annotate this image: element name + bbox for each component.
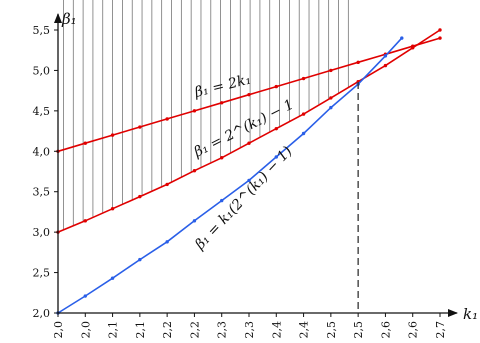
series-2-point xyxy=(411,46,415,50)
series-1-point xyxy=(83,141,87,145)
x-tick-label: 2,6 xyxy=(407,321,420,339)
series-1-point xyxy=(247,92,251,97)
x-tick-label: 2,2 xyxy=(188,321,201,339)
series-1-point xyxy=(438,36,442,40)
x-tick-label: 2,6 xyxy=(379,321,392,339)
x-tick-label: 2,1 xyxy=(134,321,147,339)
series-3-point xyxy=(329,105,333,110)
series-1-point xyxy=(110,133,115,137)
series-2-point xyxy=(83,219,87,223)
series-3-point xyxy=(192,219,197,223)
y-axis-title: β₁ xyxy=(61,10,77,28)
x-tick-label: 2,2 xyxy=(161,321,174,339)
series-2-point xyxy=(165,182,169,187)
y-ticks: 2,0 2,5 3,0 3,5 4,0 4,5 5,0 5,5 xyxy=(33,24,58,320)
series-1-point xyxy=(274,84,278,89)
x-tick-label: 2,5 xyxy=(352,321,365,339)
series-2-point xyxy=(329,96,333,100)
y-tick-label: 5,5 xyxy=(33,24,51,37)
series-2-point xyxy=(438,28,442,32)
series-1-point xyxy=(138,125,142,129)
series-1-point xyxy=(329,68,333,73)
x-tick-label: 2,7 xyxy=(434,321,447,339)
series-3-point xyxy=(165,240,169,244)
series-3-point xyxy=(110,276,115,280)
x-tick-label: 2,3 xyxy=(216,321,229,339)
series-2-point xyxy=(110,206,115,211)
x-tick-label: 2,0 xyxy=(79,321,92,339)
x-tick-label: 2,0 xyxy=(52,321,65,339)
series-3-point xyxy=(274,155,278,159)
series-1-point xyxy=(165,117,169,121)
series-1-point xyxy=(301,76,306,81)
series-2-point xyxy=(220,156,224,160)
series-layer xyxy=(56,28,442,315)
series-3-point xyxy=(301,131,306,136)
series-3-line xyxy=(57,37,403,314)
label-curve-product: β₁ = k₁(2^(k₁) − 1) xyxy=(192,143,296,253)
hatched-region xyxy=(63,0,349,230)
y-tick-label: 2,5 xyxy=(33,267,51,280)
x-tick-label: 2,4 xyxy=(270,321,283,339)
series-3-point xyxy=(247,178,251,183)
series-2-point xyxy=(138,194,142,199)
x-tick-label: 2,5 xyxy=(325,321,338,339)
series-3-point xyxy=(138,257,142,262)
x-tick-label: 2,4 xyxy=(298,321,311,339)
series-1-point xyxy=(192,109,197,113)
x-ticks: 2,0 2,0 2,1 2,1 2,2 2,2 2,3 2,3 2,4 2,4 2,5 2,5 2,6 2… xyxy=(52,313,447,339)
series-3-point xyxy=(400,36,404,40)
x-axis-title: k₁ xyxy=(463,305,478,323)
series-2-point xyxy=(274,126,278,131)
series-1-point xyxy=(220,101,224,105)
series-2-point xyxy=(247,141,251,145)
y-tick-label: 4,0 xyxy=(33,145,51,158)
series-2-point xyxy=(301,112,306,116)
series-3-point xyxy=(83,294,87,298)
y-tick-label: 3,5 xyxy=(33,186,51,199)
y-tick-label: 5,0 xyxy=(33,64,51,77)
series-3-point xyxy=(220,198,224,203)
series-2-point xyxy=(383,63,388,68)
series-2-point xyxy=(192,168,197,173)
x-tick-label: 2,3 xyxy=(243,321,256,339)
y-tick-label: 3,0 xyxy=(33,226,51,239)
x-tick-label: 2,1 xyxy=(107,321,120,339)
series-3-point xyxy=(383,54,388,58)
series-1-point xyxy=(356,60,360,65)
y-tick-label: 2,0 xyxy=(33,307,51,320)
y-tick-label: 4,5 xyxy=(33,105,51,118)
